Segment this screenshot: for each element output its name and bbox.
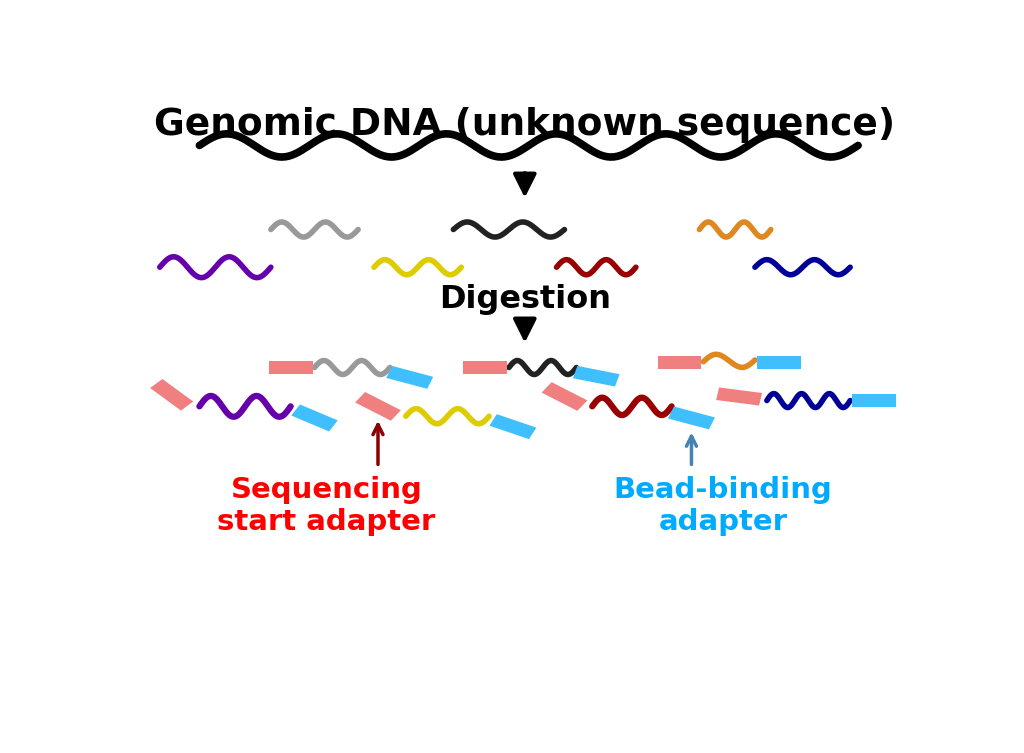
Bar — [668, 407, 715, 429]
Bar — [657, 356, 701, 369]
Bar — [572, 366, 620, 386]
Bar — [463, 361, 507, 374]
Bar — [489, 414, 537, 439]
Text: Digestion: Digestion — [439, 284, 610, 315]
Text: Sequencing
start adapter: Sequencing start adapter — [217, 476, 435, 536]
Bar — [757, 356, 801, 369]
Bar — [151, 379, 194, 410]
Bar — [386, 366, 433, 389]
Text: Genomic DNA (unknown sequence): Genomic DNA (unknown sequence) — [155, 107, 895, 142]
Bar — [852, 394, 896, 407]
Bar — [355, 392, 400, 421]
Bar — [542, 382, 588, 411]
Text: Bead-binding
adapter: Bead-binding adapter — [613, 476, 833, 536]
Bar — [716, 388, 762, 406]
Bar — [269, 361, 312, 374]
Bar — [291, 404, 338, 431]
